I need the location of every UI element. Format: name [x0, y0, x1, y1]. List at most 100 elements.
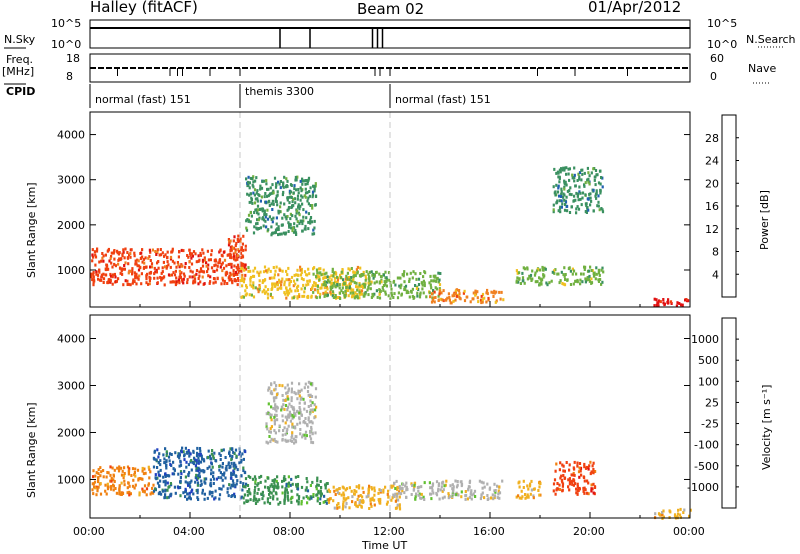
power-cell-0-430 — [139, 266, 142, 270]
velocity-cell-6-34 — [517, 481, 520, 485]
velocity-cell-1-45 — [207, 449, 210, 453]
power-cell-3-113 — [307, 176, 311, 180]
power-cell-0-284 — [195, 260, 198, 264]
velocity-cell-1-72 — [187, 449, 190, 452]
power-cell-1-49 — [227, 243, 231, 247]
velocity-cell-4-45 — [348, 506, 351, 510]
power-cell-2-117 — [356, 265, 359, 269]
power-cell-4-230 — [366, 288, 369, 292]
power-cell-0-9 — [142, 257, 145, 261]
velocity-cell-0-128 — [99, 482, 102, 486]
power-cell-2-236 — [296, 278, 299, 282]
velocity-cell-3-26 — [281, 433, 284, 437]
power-cell-7-173 — [560, 195, 563, 198]
power-cell-4-100 — [408, 280, 411, 283]
power-cell-0-434 — [101, 252, 104, 255]
power-cell-0-302 — [218, 258, 222, 262]
velocity-cell-3-100 — [299, 408, 302, 412]
power-cell-3-240 — [289, 217, 292, 221]
velocity-cell-1-365 — [169, 493, 172, 497]
velocity-cell-2-112 — [247, 499, 250, 503]
power-cell-4-32 — [430, 286, 433, 290]
power-cell-0-69 — [236, 283, 239, 287]
power-cell-7-156 — [577, 198, 580, 202]
power-cell-2-46 — [361, 292, 364, 296]
velocity-cell-5-99 — [435, 493, 439, 497]
power-cell-7-148 — [600, 176, 603, 179]
velocity-cell-1-55 — [195, 468, 198, 472]
power-cell-0-143 — [190, 262, 194, 266]
velocity-cell-4-41 — [385, 502, 389, 506]
power-cell-0-232 — [96, 273, 100, 277]
velocity-cell-3-152 — [282, 403, 285, 407]
power-cell-4-115 — [370, 296, 373, 299]
power-cell-6-116 — [529, 273, 533, 277]
power-cell-0-31 — [235, 265, 238, 269]
velocity-cell-1-184 — [164, 479, 167, 483]
power-colorbar-label-5: 24 — [705, 155, 719, 168]
power-cell-2-11 — [285, 278, 288, 282]
velocity-cell-3-176 — [274, 407, 277, 411]
power-cell-2-48 — [241, 295, 244, 299]
velocity-cell-1-229 — [185, 465, 188, 469]
velocity-cell-3-2 — [273, 388, 276, 392]
velocity-cell-5-122 — [442, 488, 445, 492]
velocity-cell-5-152 — [393, 481, 396, 485]
velocity-cell-1-262 — [165, 463, 168, 467]
power-cell-2-123 — [299, 265, 302, 269]
velocity-cell-1-243 — [159, 463, 162, 467]
power-cell-0-156 — [169, 257, 173, 261]
velocity-cell-6-28 — [529, 482, 532, 486]
velocity-cell-5-116 — [402, 482, 405, 486]
power-cell-4-263 — [336, 283, 339, 286]
power-cell-0-308 — [201, 275, 204, 279]
power-cell-0-227 — [223, 258, 227, 262]
power-cell-8-9 — [657, 299, 661, 303]
power-cell-5-27 — [454, 289, 457, 293]
velocity-cell-1-357 — [199, 460, 203, 464]
power-cell-3-121 — [264, 215, 267, 219]
velocity-cell-1-295 — [166, 488, 169, 492]
power-cell-4-114 — [408, 295, 411, 299]
power-cell-7-2 — [583, 183, 586, 187]
power-colorbar-frame — [721, 114, 737, 298]
power-cell-7-66 — [566, 209, 569, 213]
power-cell-4-203 — [435, 279, 438, 283]
power-cell-5-64 — [449, 301, 452, 305]
velocity-cell-2-27 — [296, 482, 299, 486]
velocity-cell-3-137 — [291, 434, 294, 438]
power-cell-0-172 — [123, 267, 126, 271]
velocity-cell-1-216 — [219, 454, 222, 457]
power-cell-3-327 — [252, 180, 255, 184]
power-cell-7-157 — [568, 178, 571, 182]
velocity-cell-1-328 — [165, 450, 168, 454]
power-cell-0-236 — [184, 265, 187, 269]
velocity-cell-2-13 — [263, 501, 266, 505]
velocity-cell-2-37 — [288, 481, 291, 485]
power-cell-8-1 — [662, 298, 665, 301]
power-cell-1-58 — [237, 238, 240, 242]
power-cell-0-438 — [91, 259, 94, 263]
power-cell-7-21 — [558, 199, 561, 203]
power-cell-3-19 — [259, 226, 262, 230]
velocity-cell-8-18 — [658, 513, 661, 517]
power-cell-2-182 — [300, 267, 303, 271]
velocity-cell-0-91 — [120, 473, 124, 477]
velocity-cell-3-128 — [273, 419, 276, 423]
velocity-cell-3-73 — [303, 386, 306, 390]
velocity-cell-1-63 — [188, 482, 191, 486]
power-cell-0-191 — [102, 281, 105, 284]
power-cell-0-1 — [149, 250, 152, 254]
velocity-cell-3-232 — [273, 429, 276, 433]
velocity-cell-1-100 — [187, 483, 190, 487]
power-cell-0-267 — [197, 277, 200, 280]
velocity-cell-3-155 — [309, 437, 313, 441]
velocity-cell-6-20 — [527, 495, 530, 499]
velocity-cell-1-338 — [218, 465, 221, 468]
power-cell-6-70 — [528, 274, 531, 278]
velocity-cell-7-90 — [593, 485, 597, 489]
power-cell-4-258 — [354, 274, 357, 278]
power-cell-2-19 — [312, 272, 315, 276]
power-cell-4-272 — [409, 271, 412, 275]
power-cell-0-439 — [177, 263, 180, 267]
